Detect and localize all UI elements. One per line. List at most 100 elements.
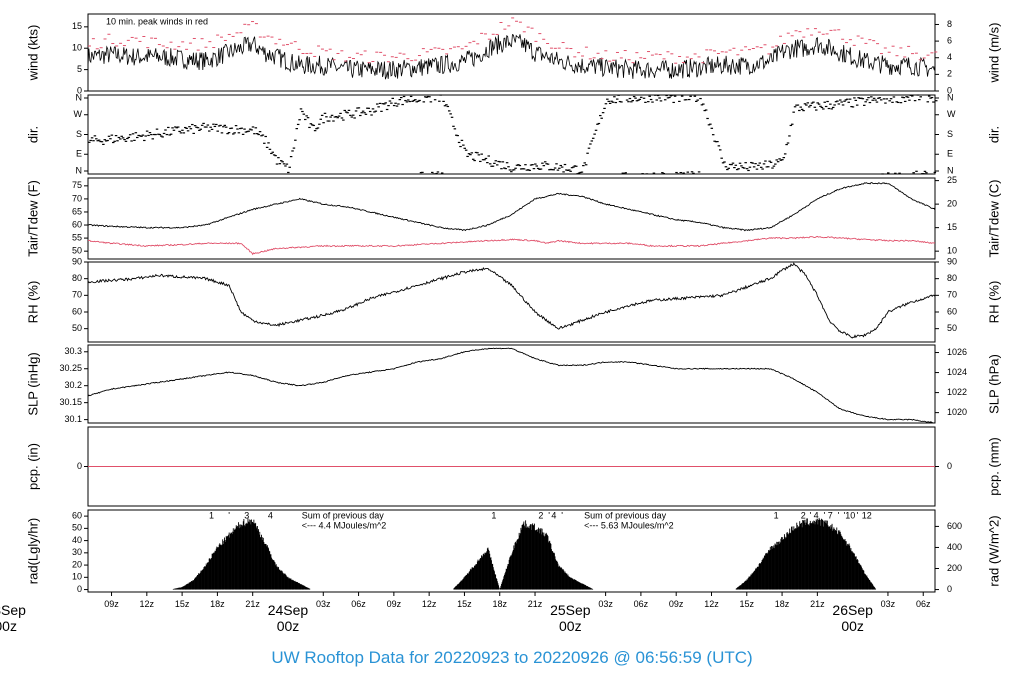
temp-panel-frame — [87, 177, 936, 260]
radiation-hour-marker: ' — [548, 510, 550, 520]
radiation-hour-marker: ' — [838, 510, 840, 520]
temp-left-tick-label: 55 — [72, 232, 82, 242]
radiation-hour-marker: 2 — [801, 510, 806, 520]
x-tick-label: 15z — [457, 599, 472, 609]
day-label: 23Sep — [0, 602, 26, 618]
wind-ylabel-right: wind (m/s) — [986, 23, 1001, 84]
temp-left-tick-label: 70 — [72, 193, 82, 203]
radiation-hour-marker: 4 — [814, 510, 819, 520]
rh-left-tick-label: 90 — [72, 256, 82, 266]
pcp-ylabel-left: pcp. (in) — [25, 443, 40, 490]
dir-ylabel-right: dir. — [986, 126, 1001, 143]
x-tick-label: 03z — [881, 599, 896, 609]
slp-left-tick-label: 30.25 — [59, 363, 82, 373]
slp-ylabel-right: SLP (hPa) — [986, 354, 1001, 414]
x-tick-label: 03z — [598, 599, 613, 609]
caption-time: 06:56:59 — [635, 648, 702, 667]
radiation-daily-sum-note: <--- 5.63 MJoules/m^2 — [584, 520, 674, 530]
x-tick-label: 21z — [810, 599, 825, 609]
rad-left-tick-label: 60 — [72, 510, 82, 520]
temp-left-tick-label: 60 — [72, 219, 82, 229]
wind-right-tick-label: 2 — [947, 69, 952, 79]
radiation-hour-marker: ' — [856, 510, 858, 520]
radiation-hour-marker: 1 — [209, 510, 214, 520]
slp-left-tick-label: 30.3 — [64, 346, 82, 356]
rh-right-tick-label: 50 — [947, 323, 957, 333]
radiation-daily-sum-note: Sum of previous day — [302, 510, 385, 520]
caption-at: @ — [613, 648, 631, 667]
radiation-hour-marker: ' — [824, 510, 826, 520]
rh-panel-frame — [87, 261, 936, 343]
dir-left-tick-label: E — [76, 149, 82, 159]
wind-left-tick-label: 0 — [77, 85, 82, 95]
wind-ylabel-left: wind (kts) — [25, 25, 40, 82]
dir-right-tick-label: W — [947, 109, 956, 119]
x-tick-label: 15z — [740, 599, 755, 609]
chart-caption: UW Rooftop Data for 20220923 to 20220926… — [0, 648, 1024, 668]
dir-right-tick-label: N — [947, 165, 954, 175]
slp-series-sea-level-pressure — [87, 347, 936, 424]
rh-left-tick-label: 60 — [72, 306, 82, 316]
rad-panel-frame — [87, 509, 936, 593]
temp-left-tick-label: 65 — [72, 206, 82, 216]
rh-right-tick-label: 60 — [947, 306, 957, 316]
rad-left-tick-label: 30 — [72, 547, 82, 557]
radiation-hour-marker: 7 — [828, 510, 833, 520]
x-tick-label: 09z — [669, 599, 684, 609]
day-label-hour: 00z — [277, 618, 300, 634]
x-tick-label: 06z — [351, 599, 366, 609]
dir-right-tick-label: E — [947, 149, 953, 159]
dir-left-tick-label: S — [76, 129, 82, 139]
temp-series-dew-point — [88, 235, 936, 256]
rh-left-tick-label: 80 — [72, 273, 82, 283]
rh-left-tick-label: 70 — [72, 290, 82, 300]
x-tick-label: 03z — [316, 599, 331, 609]
rh-right-tick-label: 90 — [947, 256, 957, 266]
slp-left-tick-label: 30.1 — [64, 414, 82, 424]
caption-prefix: UW Rooftop Data for — [271, 648, 430, 667]
radiation-hour-marker: ' — [844, 510, 846, 520]
radiation-hour-marker: 4 — [268, 510, 273, 520]
day-label-hour: 00z — [0, 618, 17, 634]
x-tick-label: 12z — [422, 599, 437, 609]
rad-right-tick-label: 600 — [947, 521, 962, 531]
rh-series-relative-humidity — [87, 262, 936, 339]
temp-ylabel-left: Tair/Tdew (F) — [25, 180, 40, 257]
wind-panel-frame — [87, 13, 936, 92]
temp-right-tick-label: 10 — [947, 246, 957, 256]
x-tick-label: 12z — [140, 599, 155, 609]
wind-peak-note: 10 min. peak winds in red — [106, 16, 208, 26]
temp-left-tick-label: 50 — [72, 246, 82, 256]
temp-series-air-temperature — [87, 182, 936, 232]
day-label: 26Sep — [832, 602, 873, 618]
dir-left-tick-label: N — [76, 165, 83, 175]
radiation-hour-marker: 1 — [491, 510, 496, 520]
day-label: 24Sep — [268, 602, 309, 618]
dir-right-tick-label: N — [947, 92, 954, 102]
x-tick-label: 18z — [775, 599, 790, 609]
x-tick-label: 18z — [210, 599, 225, 609]
rad-left-tick-label: 40 — [72, 535, 82, 545]
pcp-right-tick-label: 0 — [947, 461, 952, 471]
slp-ylabel-left: SLP (inHg) — [25, 352, 40, 415]
dir-right-tick-label: S — [947, 129, 953, 139]
wind-left-tick-label: 15 — [72, 21, 82, 31]
rad-left-tick-label: 50 — [72, 523, 82, 533]
rad-left-tick-label: 10 — [72, 572, 82, 582]
slp-right-tick-label: 1022 — [947, 387, 967, 397]
rh-ylabel-right: RH (%) — [986, 281, 1001, 324]
rh-right-tick-label: 80 — [947, 273, 957, 283]
temp-right-tick-label: 15 — [947, 222, 957, 232]
slp-left-tick-label: 30.2 — [64, 380, 82, 390]
temp-left-tick-label: 75 — [72, 180, 82, 190]
x-tick-label: 09z — [104, 599, 119, 609]
caption-start-date: 20220923 — [433, 648, 510, 667]
pcp-left-tick-label: 0 — [77, 461, 82, 471]
wind-series-wind-speed — [87, 34, 936, 80]
temp-ylabel-right: Tair/Tdew (C) — [986, 179, 1001, 257]
dir-ylabel-left: dir. — [25, 126, 40, 143]
dir-left-tick-label: W — [74, 109, 83, 119]
caption-to: to — [514, 648, 529, 667]
x-tick-label: 21z — [245, 599, 260, 609]
